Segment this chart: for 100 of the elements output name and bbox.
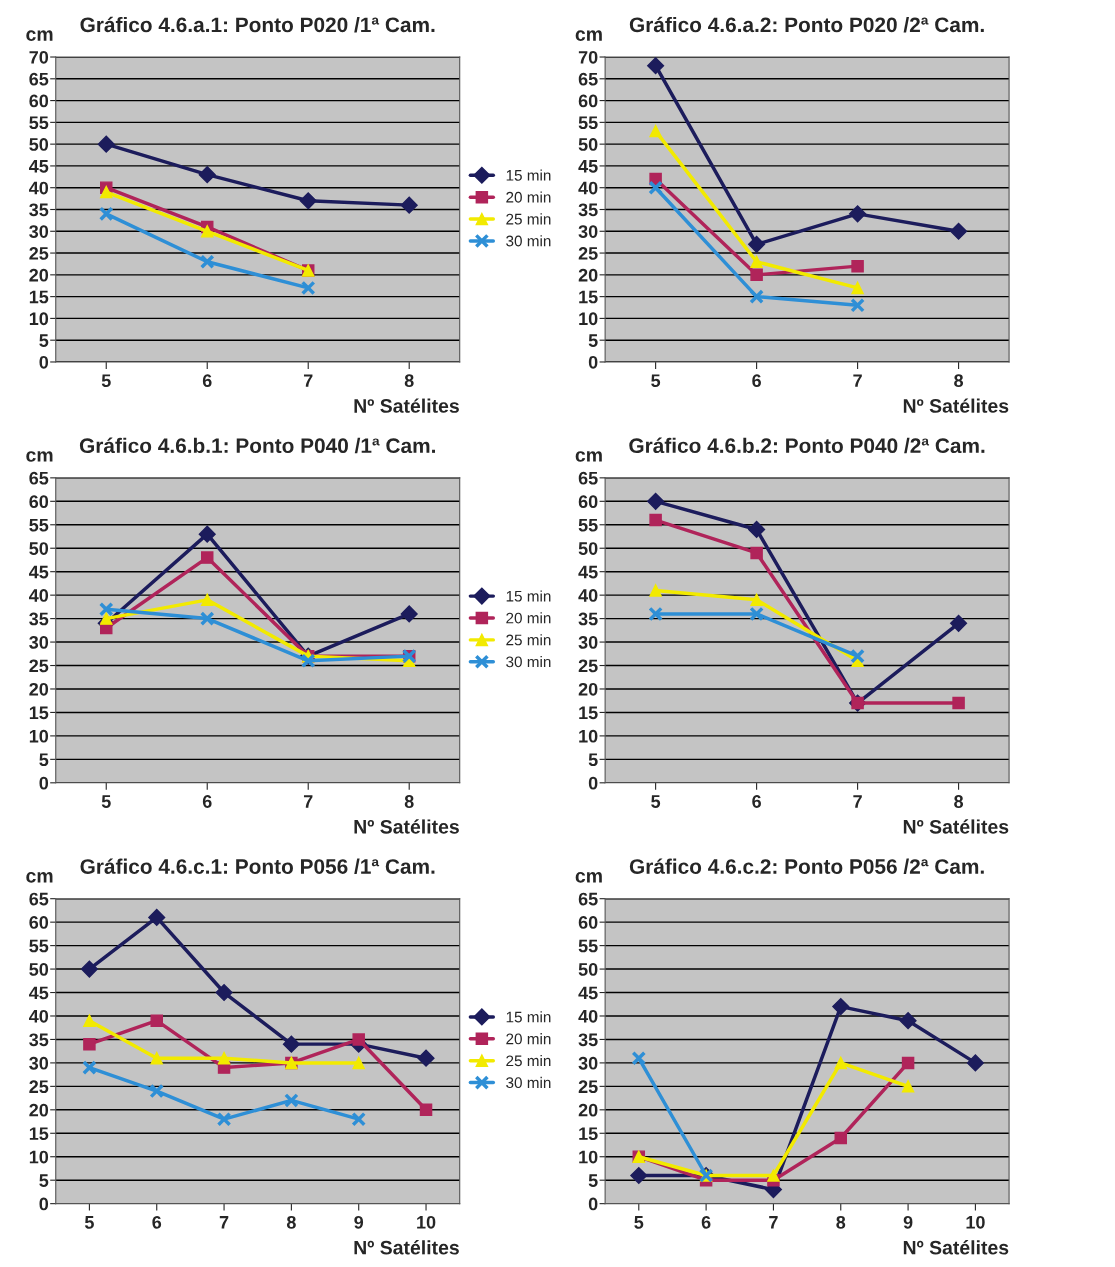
y-tick-label: 15 bbox=[579, 1127, 598, 1140]
legend-label: 30 min bbox=[506, 1076, 551, 1089]
y-tick-label: 50 bbox=[578, 963, 598, 976]
x-tick-label: 8 bbox=[836, 1215, 846, 1229]
y-tick-label: 35 bbox=[578, 1033, 598, 1047]
y-tick-label: 60 bbox=[29, 916, 49, 929]
y-tick-label: 30 bbox=[578, 1056, 598, 1070]
x-tick-label: 5 bbox=[101, 374, 111, 388]
y-axis-title: cm bbox=[575, 30, 602, 41]
y-tick-label: 30 bbox=[29, 225, 49, 239]
y-tick-label: 35 bbox=[578, 203, 598, 217]
y-tick-label: 5 bbox=[588, 334, 598, 347]
y-tick-label: 65 bbox=[578, 471, 598, 485]
y-tick-label: 10 bbox=[579, 312, 598, 326]
y-tick-label: 15 bbox=[29, 1127, 49, 1140]
y-tick-label: 10 bbox=[579, 729, 598, 743]
x-tick-label: 5 bbox=[634, 1216, 644, 1229]
x-tick-label: 7 bbox=[853, 374, 862, 387]
chart-title: Gráfico 4.6.b.2: Ponto P040 /2ª Cam. bbox=[629, 437, 985, 454]
y-tick-label: 45 bbox=[29, 986, 49, 1000]
y-axis-title: cm bbox=[575, 451, 602, 462]
chart-title: Gráfico 4.6.a.2: Ponto P020 /2ª Cam. bbox=[629, 16, 984, 33]
y-tick-label: 5 bbox=[588, 753, 598, 767]
legend-label: 25 min bbox=[506, 634, 551, 646]
y-tick-label: 15 bbox=[579, 290, 598, 304]
legend-label: 15 min bbox=[506, 590, 551, 602]
y-tick-label: 0 bbox=[588, 1197, 598, 1211]
x-tick-label: 6 bbox=[152, 1215, 162, 1229]
y-tick-label: 5 bbox=[39, 334, 49, 347]
y-tick-label: 30 bbox=[578, 225, 598, 239]
x-axis-title: Nº Satélites bbox=[903, 398, 1009, 413]
x-tick-label: 8 bbox=[954, 795, 964, 808]
y-tick-label: 0 bbox=[39, 1197, 49, 1211]
x-tick-label: 8 bbox=[404, 795, 414, 808]
y-tick-label: 50 bbox=[578, 138, 598, 151]
y-tick-label: 10 bbox=[29, 729, 49, 743]
y-tick-label: 55 bbox=[578, 939, 598, 953]
y-tick-label: 55 bbox=[578, 116, 598, 130]
chart-title: Gráfico 4.6.c.1: Ponto P056 /1ª Cam. bbox=[80, 858, 435, 875]
y-tick-label: 50 bbox=[29, 963, 49, 976]
y-tick-label: 5 bbox=[588, 1174, 598, 1187]
y-tick-label: 65 bbox=[578, 892, 598, 906]
y-tick-label: 40 bbox=[578, 181, 598, 195]
x-axis-title: Nº Satélites bbox=[354, 1240, 459, 1255]
y-tick-label: 10 bbox=[579, 1150, 598, 1164]
y-tick-label: 60 bbox=[578, 495, 598, 509]
x-tick-label: 6 bbox=[202, 374, 212, 388]
x-tick-label: 9 bbox=[903, 1215, 913, 1229]
y-tick-label: 25 bbox=[29, 1080, 49, 1094]
y-tick-label: 35 bbox=[578, 612, 598, 626]
y-tick-label: 40 bbox=[29, 1009, 49, 1023]
x-axis-title: Nº Satélites bbox=[903, 819, 1009, 834]
y-tick-label: 20 bbox=[578, 268, 598, 282]
y-tick-label: 20 bbox=[29, 682, 49, 696]
x-tick-label: 8 bbox=[286, 1215, 296, 1229]
y-tick-label: 10 bbox=[29, 312, 49, 326]
y-tick-label: 25 bbox=[578, 1080, 598, 1094]
y-tick-label: 65 bbox=[29, 72, 49, 86]
y-tick-label: 30 bbox=[29, 1056, 49, 1070]
x-tick-label: 5 bbox=[84, 1216, 94, 1229]
y-tick-label: 40 bbox=[578, 1009, 598, 1023]
y-tick-label: 55 bbox=[578, 518, 598, 532]
chart-title: Gráfico 4.6.a.1: Ponto P020 /1ª Cam. bbox=[80, 16, 435, 33]
y-tick-label: 15 bbox=[29, 290, 49, 304]
legend-label: 20 min bbox=[506, 191, 551, 203]
y-tick-label: 55 bbox=[29, 939, 49, 953]
y-tick-label: 60 bbox=[578, 916, 598, 929]
y-tick-label: 60 bbox=[29, 94, 49, 108]
y-axis-title: cm bbox=[26, 451, 53, 462]
y-axis-title: cm bbox=[26, 871, 53, 883]
x-tick-label: 7 bbox=[303, 374, 313, 387]
x-tick-label: 5 bbox=[101, 795, 111, 808]
y-tick-label: 20 bbox=[578, 682, 598, 696]
y-tick-label: 65 bbox=[578, 72, 598, 86]
y-tick-label: 30 bbox=[29, 636, 49, 649]
legend-label: 15 min bbox=[506, 1011, 551, 1023]
legend-label: 20 min bbox=[506, 1033, 551, 1045]
x-tick-label: 10 bbox=[417, 1215, 436, 1229]
x-axis-title: Nº Satélites bbox=[354, 819, 459, 834]
y-tick-label: 40 bbox=[29, 589, 49, 602]
y-tick-label: 25 bbox=[578, 246, 598, 260]
x-tick-label: 8 bbox=[954, 374, 964, 388]
legend-label: 20 min bbox=[506, 612, 551, 624]
y-tick-label: 40 bbox=[578, 589, 598, 602]
x-tick-label: 10 bbox=[966, 1215, 985, 1229]
y-tick-label: 45 bbox=[578, 160, 598, 173]
y-tick-label: 45 bbox=[578, 565, 598, 579]
y-tick-label: 65 bbox=[29, 471, 49, 485]
y-tick-label: 45 bbox=[29, 160, 49, 173]
x-tick-label: 9 bbox=[354, 1215, 364, 1229]
y-axis-title: cm bbox=[575, 871, 602, 883]
y-tick-label: 45 bbox=[578, 986, 598, 1000]
y-tick-label: 50 bbox=[29, 542, 49, 555]
y-tick-label: 25 bbox=[29, 659, 49, 673]
y-tick-label: 15 bbox=[29, 706, 49, 720]
legend-label: 25 min bbox=[506, 213, 551, 225]
x-tick-label: 7 bbox=[303, 795, 313, 808]
x-tick-label: 6 bbox=[752, 374, 761, 388]
x-tick-label: 7 bbox=[853, 795, 862, 808]
y-tick-label: 20 bbox=[29, 1103, 49, 1117]
